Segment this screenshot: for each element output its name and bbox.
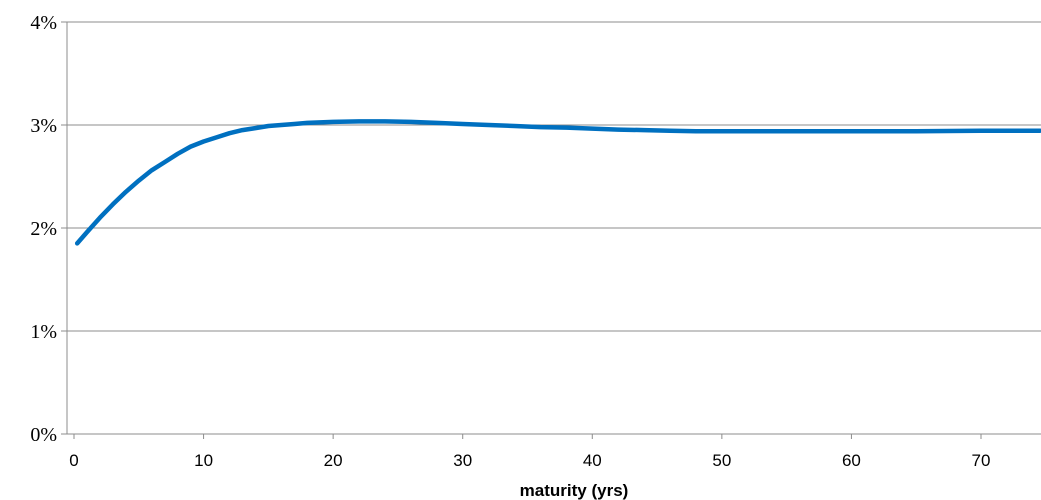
gridlines xyxy=(67,21,1041,332)
x-axis-label: maturity (yrs) xyxy=(520,481,629,500)
y-tick-label: 4% xyxy=(30,12,57,34)
x-tick-label: 50 xyxy=(712,451,731,470)
series-line xyxy=(74,119,1041,246)
x-tick-label: 40 xyxy=(583,451,602,470)
y-tick-label: 1% xyxy=(30,321,57,343)
x-tick-label: 0 xyxy=(69,451,78,470)
x-tick-label: 60 xyxy=(842,451,861,470)
y-tick-labels: 0% 1% 2% 3% 4% xyxy=(30,12,57,446)
axes xyxy=(61,21,1041,439)
x-tick-label: 70 xyxy=(972,451,991,470)
x-tick-label: 30 xyxy=(453,451,472,470)
y-tick-label: 0% xyxy=(30,424,57,446)
x-tick-label: 10 xyxy=(194,451,213,470)
y-tick-label: 2% xyxy=(30,218,57,240)
x-tick-labels: 0 10 20 30 40 50 60 70 xyxy=(69,451,990,470)
y-tick-label: 3% xyxy=(30,115,57,137)
x-tick-label: 20 xyxy=(324,451,343,470)
